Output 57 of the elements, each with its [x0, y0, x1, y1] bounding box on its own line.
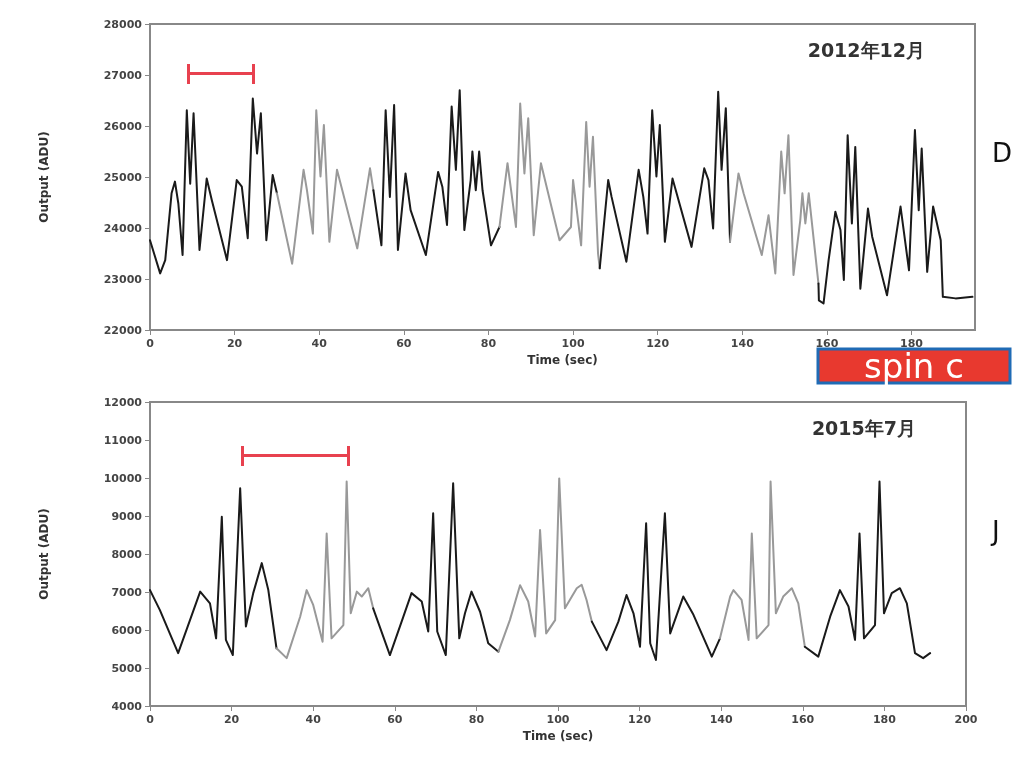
y-tick-label: 27000 [103, 68, 143, 82]
y-tick-label: 28000 [103, 17, 143, 31]
line-series [817, 129, 974, 305]
line-series [497, 477, 593, 653]
line-series [718, 480, 806, 648]
y-tick-label: 10000 [103, 471, 143, 485]
x-tick-label: 120 [628, 713, 652, 726]
line-series [275, 480, 375, 660]
x-tick-label: 200 [954, 713, 978, 726]
y-tick-label: 7000 [111, 585, 143, 599]
y-tick-label: 25000 [103, 170, 143, 184]
y-tick-label: 24000 [103, 221, 143, 235]
y-tick-label: 8000 [111, 547, 143, 561]
line-series [598, 90, 732, 270]
x-tick-label: 100 [561, 337, 585, 350]
y-tick-label: 12000 [103, 395, 143, 409]
x-tick-label: 20 [223, 713, 240, 726]
x-tick-label: 140 [709, 713, 734, 726]
line-series [372, 482, 500, 657]
x-tick-label: 120 [646, 337, 670, 350]
line-series [803, 480, 932, 660]
line-series [372, 89, 501, 257]
x-axis-title: Time (sec) [527, 352, 598, 367]
x-tick-label: 0 [146, 713, 155, 726]
x-tick-label: 80 [480, 337, 497, 350]
y-tick-label: 23000 [103, 272, 143, 286]
line-series [590, 512, 721, 662]
y-tick-label: 5000 [111, 661, 143, 675]
y-axis-title: Output (ADU) [37, 508, 51, 600]
x-tick-label: 60 [396, 337, 412, 350]
y-tick-label: 22000 [103, 323, 143, 337]
text: J [990, 515, 1000, 546]
y-tick-label: 6000 [111, 623, 143, 637]
annotation: 2012年12月 [807, 38, 926, 61]
y-axis-title: Output (ADU) [37, 131, 51, 223]
x-tick-label: 40 [305, 713, 322, 726]
annotation: 2015年7月 [811, 416, 917, 439]
x-tick-label: 180 [872, 713, 897, 726]
text: D [992, 138, 1012, 169]
x-axis-title: Time (sec) [522, 728, 594, 743]
line-series [149, 487, 278, 657]
line-series [275, 109, 375, 265]
y-tick-label: 4000 [111, 699, 143, 713]
x-tick-label: 160 [791, 713, 815, 726]
x-tick-label: 0 [146, 337, 155, 350]
x-tick-label: 20 [226, 337, 243, 350]
line-series [149, 97, 278, 275]
x-tick-label: 80 [468, 713, 485, 726]
line-series [729, 134, 820, 285]
y-tick-label: 11000 [103, 433, 143, 447]
x-tick-label: 60 [387, 713, 403, 726]
y-tick-label: 26000 [103, 119, 143, 133]
y-tick-label: 9000 [111, 509, 143, 523]
x-tick-label: 160 [815, 337, 839, 350]
x-tick-label: 40 [311, 337, 328, 350]
x-tick-label: 100 [546, 713, 570, 726]
x-tick-label: 140 [730, 337, 755, 350]
